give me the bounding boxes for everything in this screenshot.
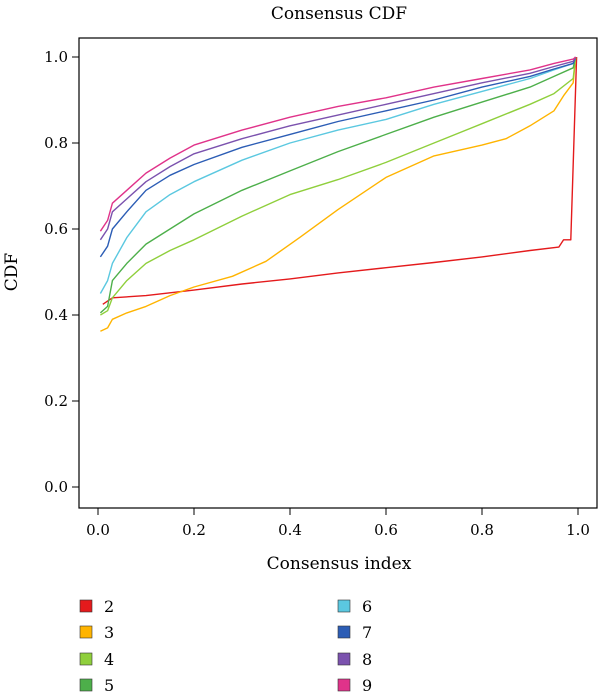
series-line-9 bbox=[99, 56, 577, 232]
series-line-3 bbox=[100, 56, 577, 332]
y-tick-label: 0.8 bbox=[44, 134, 68, 152]
y-axis: 0.0 0.2 0.4 0.6 0.8 1.0 bbox=[44, 48, 79, 496]
series-line-7 bbox=[99, 56, 577, 258]
y-tick-label: 0.0 bbox=[44, 478, 68, 496]
legend-item-9: 9 bbox=[337, 676, 372, 695]
series-line-4 bbox=[100, 56, 577, 316]
plot-frame bbox=[78, 37, 598, 509]
legend-item-4: 4 bbox=[79, 650, 114, 669]
legend-label: 3 bbox=[104, 623, 114, 642]
series-line-6 bbox=[99, 56, 577, 294]
legend: 2 3 4 5 6 7 8 9 bbox=[79, 597, 372, 695]
legend-label: 4 bbox=[104, 650, 114, 669]
legend-label: 2 bbox=[104, 597, 114, 616]
x-tick-label: 1.0 bbox=[566, 521, 590, 539]
legend-swatch bbox=[337, 678, 351, 692]
y-tick-label: 0.2 bbox=[44, 392, 68, 410]
legend-item-8: 8 bbox=[337, 650, 372, 669]
y-tick-label: 1.0 bbox=[44, 48, 68, 66]
legend-label: 7 bbox=[362, 623, 372, 642]
chart-title: Consensus CDF bbox=[271, 4, 407, 24]
legend-swatch bbox=[79, 678, 93, 692]
legend-item-6: 6 bbox=[337, 597, 372, 616]
x-tick-label: 0.4 bbox=[278, 521, 302, 539]
y-tick-label: 0.6 bbox=[44, 220, 68, 238]
legend-label: 6 bbox=[362, 597, 372, 616]
x-axis: 0.0 0.2 0.4 0.6 0.8 1.0 bbox=[86, 508, 590, 539]
legend-item-3: 3 bbox=[79, 623, 114, 642]
legend-label: 8 bbox=[362, 650, 372, 669]
legend-item-7: 7 bbox=[337, 623, 372, 642]
legend-item-5: 5 bbox=[79, 676, 114, 695]
y-tick-label: 0.4 bbox=[44, 306, 68, 324]
legend-label: 5 bbox=[104, 676, 114, 695]
x-tick-label: 0.0 bbox=[86, 521, 110, 539]
legend-item-2: 2 bbox=[79, 597, 114, 616]
legend-label: 9 bbox=[362, 676, 372, 695]
legend-swatch bbox=[337, 599, 351, 613]
series-line-8 bbox=[99, 56, 577, 241]
legend-swatch bbox=[337, 625, 351, 639]
legend-swatch bbox=[79, 599, 93, 613]
series-line-5 bbox=[99, 56, 577, 314]
x-tick-label: 0.8 bbox=[470, 521, 494, 539]
x-tick-label: 0.2 bbox=[182, 521, 206, 539]
legend-swatch bbox=[79, 625, 93, 639]
legend-swatch bbox=[79, 652, 93, 666]
x-tick-label: 0.6 bbox=[374, 521, 398, 539]
legend-swatch bbox=[337, 652, 351, 666]
x-axis-label: Consensus index bbox=[267, 554, 412, 574]
series-line-2 bbox=[102, 56, 578, 305]
series-lines bbox=[99, 56, 578, 332]
y-axis-label: CDF bbox=[2, 253, 22, 292]
